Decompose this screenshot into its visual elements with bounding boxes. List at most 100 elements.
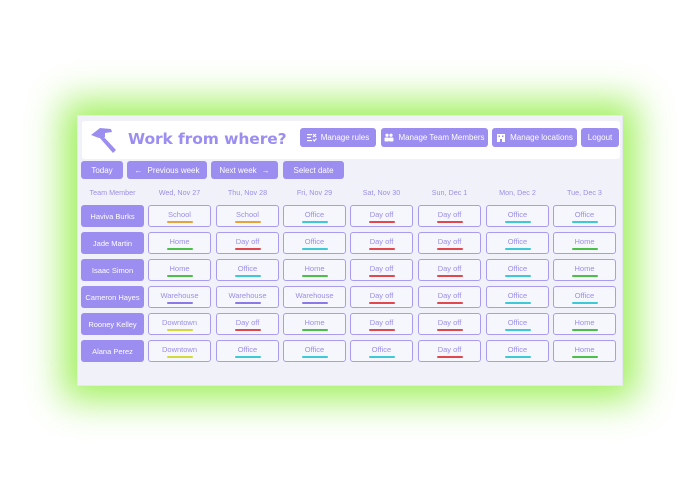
location-cell[interactable]: Office bbox=[486, 313, 549, 335]
location-cell[interactable]: School bbox=[216, 205, 279, 227]
next-week-button[interactable]: Next week → bbox=[211, 161, 278, 179]
location-label: Office bbox=[371, 345, 392, 354]
location-cell[interactable]: Warehouse bbox=[216, 286, 279, 308]
column-header-day: Fri, Nov 29 bbox=[296, 188, 333, 197]
location-label: Day off bbox=[369, 291, 394, 300]
location-color-bar bbox=[301, 221, 328, 223]
app-header: Work from where? Manage rules Manage Tea… bbox=[82, 121, 620, 159]
location-cell[interactable]: Day off bbox=[418, 340, 481, 362]
location-cell[interactable]: Office bbox=[553, 286, 616, 308]
location-color-bar bbox=[166, 248, 193, 250]
manage-locations-button[interactable]: Manage locations bbox=[492, 128, 577, 147]
location-label: Home bbox=[169, 237, 190, 246]
column-header-day: Tue, Dec 3 bbox=[567, 188, 602, 197]
location-cell[interactable]: Day off bbox=[350, 259, 413, 281]
location-label: Day off bbox=[437, 237, 462, 246]
location-color-bar bbox=[571, 356, 598, 358]
location-cell[interactable]: Office bbox=[216, 340, 279, 362]
location-cell[interactable]: Office bbox=[486, 286, 549, 308]
location-cell[interactable]: Day off bbox=[418, 259, 481, 281]
location-cell[interactable]: Day off bbox=[350, 232, 413, 254]
location-label: Office bbox=[304, 345, 325, 354]
column-header-day: Thu, Nov 28 bbox=[227, 188, 268, 197]
location-cell[interactable]: Office bbox=[486, 259, 549, 281]
location-cell[interactable]: Day off bbox=[216, 232, 279, 254]
today-button[interactable]: Today bbox=[81, 161, 123, 179]
location-cell[interactable]: Downtown bbox=[148, 313, 211, 335]
location-color-bar bbox=[504, 302, 531, 304]
team-member-cell[interactable]: Isaac Simon bbox=[81, 259, 144, 281]
select-date-button[interactable]: Select date bbox=[283, 161, 344, 179]
location-cell[interactable]: Office bbox=[283, 232, 346, 254]
column-header-day: Sat, Nov 30 bbox=[362, 188, 401, 197]
location-cell[interactable]: Home bbox=[148, 232, 211, 254]
location-color-bar bbox=[368, 248, 395, 250]
hammer-icon bbox=[91, 128, 116, 153]
location-cell[interactable]: Home bbox=[553, 340, 616, 362]
team-member-cell[interactable]: Rooney Kelley bbox=[81, 313, 144, 335]
location-cell[interactable]: School bbox=[148, 205, 211, 227]
team-member-cell[interactable]: Haviva Burks bbox=[81, 205, 144, 227]
location-cell[interactable]: Office bbox=[486, 205, 549, 227]
location-label: Home bbox=[304, 318, 325, 327]
app-window: Work from where? Manage rules Manage Tea… bbox=[77, 115, 623, 386]
location-cell[interactable]: Home bbox=[553, 313, 616, 335]
location-cell[interactable]: Warehouse bbox=[148, 286, 211, 308]
column-header-day: Sun, Dec 1 bbox=[431, 188, 468, 197]
location-label: Day off bbox=[437, 291, 462, 300]
location-cell[interactable]: Warehouse bbox=[283, 286, 346, 308]
location-cell[interactable]: Office bbox=[486, 340, 549, 362]
location-cell[interactable]: Downtown bbox=[148, 340, 211, 362]
arrow-right-icon: → bbox=[261, 165, 270, 175]
team-member-cell[interactable]: Alana Perez bbox=[81, 340, 144, 362]
location-label: Day off bbox=[437, 345, 462, 354]
team-member-cell[interactable]: Jade Martin bbox=[81, 232, 144, 254]
rules-icon bbox=[306, 133, 317, 142]
previous-week-button[interactable]: ← Previous week bbox=[127, 161, 207, 179]
location-color-bar bbox=[234, 248, 261, 250]
location-cell[interactable]: Office bbox=[283, 340, 346, 362]
location-color-bar bbox=[234, 356, 261, 358]
location-cell[interactable]: Day off bbox=[350, 313, 413, 335]
logout-button[interactable]: Logout bbox=[581, 128, 619, 147]
location-cell[interactable]: Day off bbox=[216, 313, 279, 335]
manage-team-members-button[interactable]: Manage Team Members bbox=[381, 128, 488, 147]
location-cell[interactable]: Home bbox=[553, 259, 616, 281]
location-cell[interactable]: Home bbox=[283, 313, 346, 335]
location-cell[interactable]: Day off bbox=[350, 205, 413, 227]
location-cell[interactable]: Day off bbox=[418, 205, 481, 227]
team-member-cell[interactable]: Cameron Hayes bbox=[81, 286, 144, 308]
location-cell[interactable]: Home bbox=[553, 232, 616, 254]
location-color-bar bbox=[301, 302, 328, 304]
location-cell[interactable]: Office bbox=[216, 259, 279, 281]
location-label: Day off bbox=[437, 210, 462, 219]
location-cell[interactable]: Day off bbox=[418, 232, 481, 254]
today-label: Today bbox=[91, 165, 113, 175]
location-cell[interactable]: Day off bbox=[350, 286, 413, 308]
location-color-bar bbox=[436, 302, 463, 304]
location-label: Office bbox=[507, 237, 528, 246]
location-cell[interactable]: Office bbox=[283, 205, 346, 227]
location-label: Home bbox=[574, 345, 595, 354]
location-cell[interactable]: Office bbox=[486, 232, 549, 254]
location-color-bar bbox=[436, 329, 463, 331]
location-label: School bbox=[236, 210, 259, 219]
location-color-bar bbox=[301, 248, 328, 250]
location-color-bar bbox=[166, 329, 193, 331]
location-label: Day off bbox=[437, 318, 462, 327]
location-color-bar bbox=[166, 302, 193, 304]
location-cell[interactable]: Day off bbox=[418, 286, 481, 308]
location-label: Warehouse bbox=[295, 291, 334, 300]
location-color-bar bbox=[234, 302, 261, 304]
location-label: Warehouse bbox=[228, 291, 267, 300]
column-header-team-member: Team Member bbox=[89, 188, 136, 197]
location-color-bar bbox=[571, 221, 598, 223]
location-label: Office bbox=[507, 210, 528, 219]
location-cell[interactable]: Office bbox=[553, 205, 616, 227]
manage-rules-button[interactable]: Manage rules bbox=[300, 128, 376, 147]
location-cell[interactable]: Office bbox=[350, 340, 413, 362]
location-color-bar bbox=[368, 302, 395, 304]
location-cell[interactable]: Day off bbox=[418, 313, 481, 335]
location-cell[interactable]: Home bbox=[283, 259, 346, 281]
location-cell[interactable]: Home bbox=[148, 259, 211, 281]
